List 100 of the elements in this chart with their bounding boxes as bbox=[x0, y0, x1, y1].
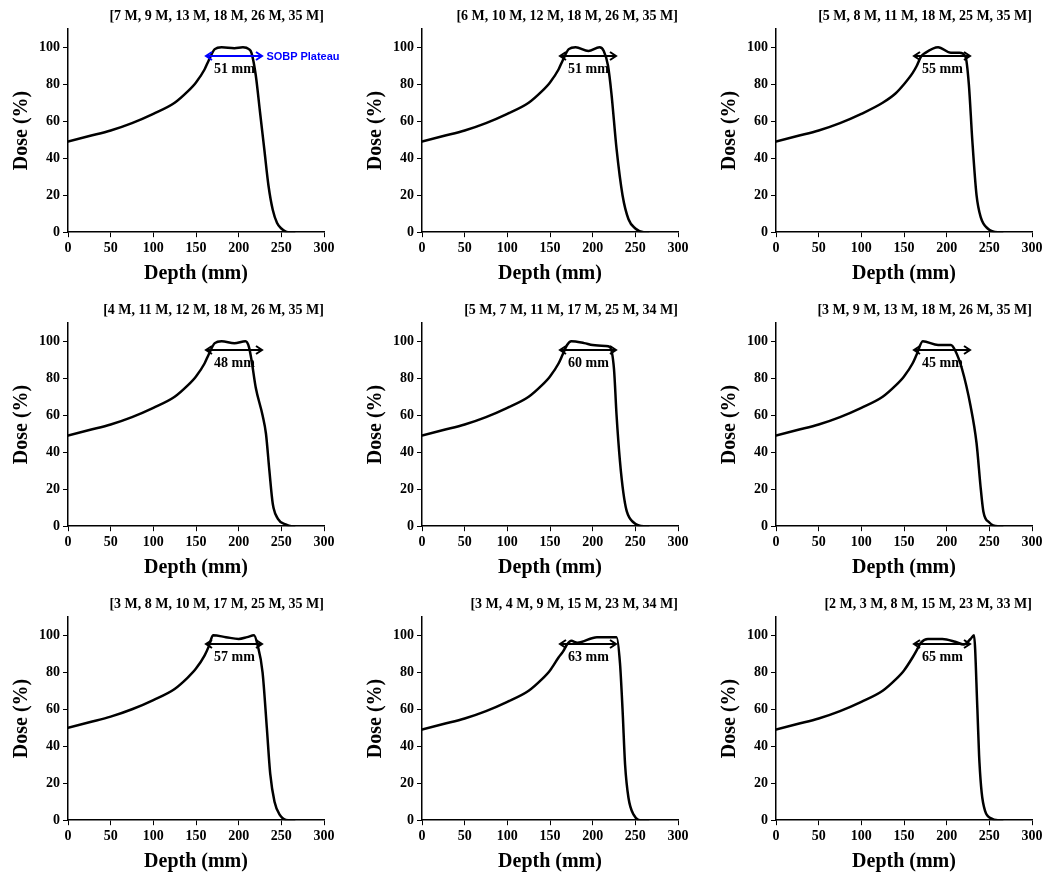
chart-title: [3 M, 9 M, 13 M, 18 M, 26 M, 35 M] bbox=[817, 302, 1032, 318]
x-tick-label: 200 bbox=[228, 828, 250, 844]
chart-title: [5 M, 7 M, 11 M, 17 M, 25 M, 34 M] bbox=[464, 302, 678, 318]
x-tick-label: 50 bbox=[811, 534, 826, 550]
y-tick-label: 0 bbox=[761, 517, 768, 533]
x-tick-label: 50 bbox=[103, 534, 118, 550]
x-tick-label: 100 bbox=[496, 534, 518, 550]
x-tick-label: 0 bbox=[64, 534, 72, 550]
x-tick-label: 300 bbox=[1021, 828, 1043, 844]
x-tick-label: 250 bbox=[624, 240, 646, 256]
y-tick-label: 100 bbox=[747, 332, 768, 348]
x-tick-label: 50 bbox=[457, 534, 472, 550]
x-tick-label: 300 bbox=[1021, 240, 1043, 256]
y-tick-label: 20 bbox=[400, 186, 414, 202]
y-tick-label: 60 bbox=[400, 112, 414, 128]
x-tick-label: 50 bbox=[103, 240, 118, 256]
x-tick-label: 0 bbox=[64, 828, 72, 844]
x-tick-label: 300 bbox=[1021, 534, 1043, 550]
x-tick-label: 200 bbox=[582, 534, 604, 550]
y-tick-label: 60 bbox=[46, 700, 60, 716]
y-axis-title: Dose (%) bbox=[717, 678, 741, 759]
chart-title: [3 M, 8 M, 10 M, 17 M, 25 M, 35 M] bbox=[109, 596, 324, 612]
y-tick-label: 20 bbox=[754, 774, 768, 790]
x-tick-label: 150 bbox=[539, 828, 561, 844]
x-tick-label: 150 bbox=[539, 240, 561, 256]
x-tick-label: 50 bbox=[457, 828, 472, 844]
x-axis-title: Depth (mm) bbox=[852, 555, 956, 579]
x-tick-label: 100 bbox=[142, 240, 164, 256]
x-tick-label: 0 bbox=[64, 240, 72, 256]
y-tick-label: 60 bbox=[46, 406, 60, 422]
x-axis-title: Depth (mm) bbox=[498, 555, 602, 579]
y-tick-label: 100 bbox=[393, 332, 414, 348]
x-tick-label: 150 bbox=[893, 240, 915, 256]
x-tick-label: 250 bbox=[978, 534, 1000, 550]
y-tick-label: 60 bbox=[754, 406, 768, 422]
x-axis-title: Depth (mm) bbox=[144, 849, 248, 873]
x-tick-label: 0 bbox=[772, 828, 780, 844]
y-tick-label: 20 bbox=[46, 480, 60, 496]
y-tick-label: 80 bbox=[46, 75, 60, 91]
x-tick-label: 300 bbox=[313, 828, 335, 844]
y-tick-label: 40 bbox=[400, 737, 414, 753]
x-tick-label: 50 bbox=[103, 828, 118, 844]
y-tick-label: 0 bbox=[761, 223, 768, 239]
y-tick-label: 60 bbox=[754, 700, 768, 716]
x-tick-label: 200 bbox=[582, 828, 604, 844]
x-axis-title: Depth (mm) bbox=[852, 261, 956, 285]
y-axis-title: Dose (%) bbox=[9, 384, 33, 465]
x-tick-label: 100 bbox=[850, 240, 872, 256]
x-tick-label: 250 bbox=[624, 534, 646, 550]
x-tick-label: 100 bbox=[142, 534, 164, 550]
x-axis-title: Depth (mm) bbox=[144, 555, 248, 579]
x-tick-label: 250 bbox=[978, 828, 1000, 844]
x-tick-label: 100 bbox=[496, 828, 518, 844]
chart-title: [2 M, 3 M, 8 M, 15 M, 23 M, 33 M] bbox=[824, 596, 1032, 612]
annotation: SOBP Plateau bbox=[266, 49, 340, 62]
annotation: 57 mm bbox=[213, 649, 256, 665]
x-tick-label: 150 bbox=[185, 240, 207, 256]
y-tick-label: 60 bbox=[754, 112, 768, 128]
y-tick-label: 80 bbox=[754, 663, 768, 679]
y-tick-label: 0 bbox=[407, 517, 414, 533]
x-axis-title: Depth (mm) bbox=[498, 849, 602, 873]
x-tick-label: 50 bbox=[811, 240, 826, 256]
y-tick-label: 20 bbox=[754, 480, 768, 496]
x-tick-label: 300 bbox=[313, 534, 335, 550]
y-tick-label: 0 bbox=[53, 223, 60, 239]
annotation: 63 mm bbox=[567, 649, 610, 665]
y-tick-label: 40 bbox=[400, 443, 414, 459]
x-tick-label: 200 bbox=[936, 828, 958, 844]
x-tick-label: 0 bbox=[772, 534, 780, 550]
y-tick-label: 80 bbox=[400, 75, 414, 91]
x-tick-label: 150 bbox=[185, 534, 207, 550]
y-tick-label: 80 bbox=[400, 663, 414, 679]
chart-title: [7 M, 9 M, 13 M, 18 M, 26 M, 35 M] bbox=[109, 8, 324, 24]
annotation: 51 mm bbox=[567, 61, 610, 77]
y-tick-label: 40 bbox=[46, 443, 60, 459]
x-tick-label: 250 bbox=[270, 828, 292, 844]
x-tick-label: 300 bbox=[313, 240, 335, 256]
y-tick-label: 0 bbox=[407, 223, 414, 239]
chart-title: [4 M, 11 M, 12 M, 18 M, 26 M, 35 M] bbox=[103, 302, 324, 318]
annotation: 65 mm bbox=[921, 649, 964, 665]
x-tick-label: 300 bbox=[667, 240, 689, 256]
y-tick-label: 40 bbox=[754, 149, 768, 165]
y-tick-label: 0 bbox=[761, 811, 768, 827]
y-tick-label: 40 bbox=[400, 149, 414, 165]
y-axis-title: Dose (%) bbox=[363, 678, 387, 759]
x-tick-label: 250 bbox=[270, 240, 292, 256]
x-axis-title: Depth (mm) bbox=[852, 849, 956, 873]
chart-title: [3 M, 4 M, 9 M, 15 M, 23 M, 34 M] bbox=[470, 596, 678, 612]
x-tick-label: 250 bbox=[270, 534, 292, 550]
y-axis-title: Dose (%) bbox=[717, 90, 741, 171]
y-tick-label: 0 bbox=[53, 517, 60, 533]
y-tick-label: 60 bbox=[46, 112, 60, 128]
x-tick-label: 250 bbox=[624, 828, 646, 844]
y-tick-label: 40 bbox=[46, 737, 60, 753]
y-tick-label: 20 bbox=[46, 186, 60, 202]
y-tick-label: 0 bbox=[407, 811, 414, 827]
y-tick-label: 100 bbox=[39, 38, 60, 54]
y-tick-label: 40 bbox=[46, 149, 60, 165]
x-tick-label: 50 bbox=[811, 828, 826, 844]
y-tick-label: 80 bbox=[46, 369, 60, 385]
